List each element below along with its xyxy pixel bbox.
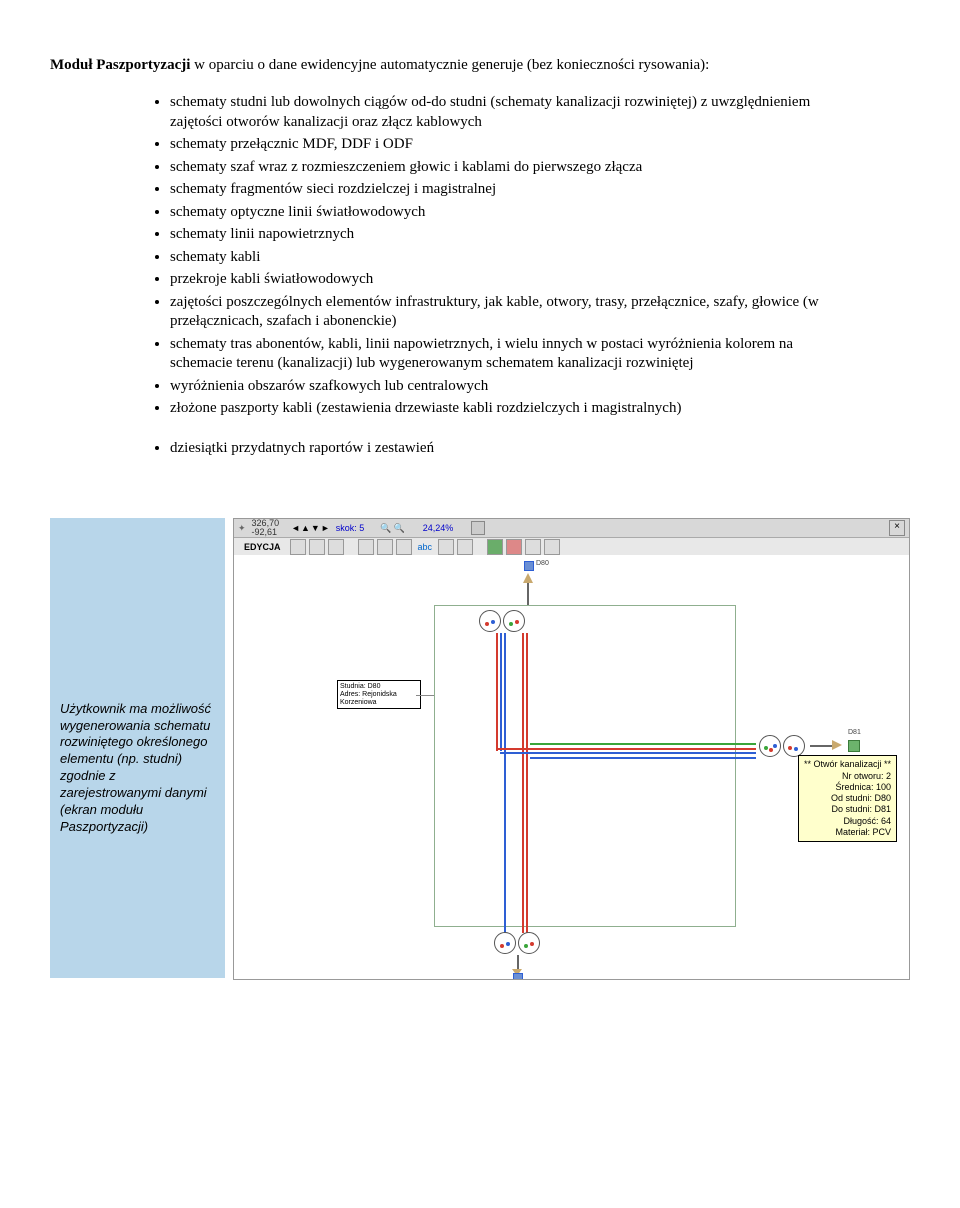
tooltip-title: ** Otwór kanalizacji ** bbox=[804, 759, 891, 770]
nav-arrows[interactable]: ◄ ▲ ▼ ► bbox=[291, 523, 330, 533]
side-note-text: Użytkownik ma możliwość wygenerowania sc… bbox=[60, 701, 215, 836]
arrow-icon[interactable]: ▲ bbox=[301, 523, 310, 533]
tooltip-line: Od studni: D80 bbox=[804, 793, 891, 804]
bullet-item: schematy fragmentów sieci rozdzielczej i… bbox=[170, 180, 850, 200]
skok-value: 5 bbox=[359, 523, 364, 533]
drawing-canvas[interactable]: D80 bbox=[234, 555, 909, 979]
cable-line bbox=[500, 752, 756, 754]
cable-line bbox=[526, 633, 528, 933]
intro-text: w oparciu o dane ewidencyjne automatyczn… bbox=[190, 57, 709, 73]
cable-line bbox=[530, 743, 756, 745]
skok-label: skok: 5 bbox=[336, 523, 365, 533]
tooltip: ** Otwór kanalizacji ** Nr otworu: 2Śred… bbox=[798, 755, 897, 842]
bullet-item: schematy optyczne linii światłowodowych bbox=[170, 203, 850, 223]
tool-button[interactable] bbox=[290, 539, 306, 555]
bullet-item: schematy szaf wraz z rozmieszczeniem gło… bbox=[170, 158, 850, 178]
bullet-item: złożone paszporty kabli (zestawienia drz… bbox=[170, 399, 850, 419]
arrow-right-icon bbox=[832, 740, 842, 750]
cable-line bbox=[496, 633, 498, 751]
axis-icon: ✦ bbox=[238, 523, 246, 534]
bullet-item: dziesiątki przydatnych raportów i zestaw… bbox=[170, 439, 850, 459]
cable-line bbox=[522, 633, 524, 933]
coords-readout: 326,70 -92,61 bbox=[252, 519, 280, 537]
tooltip-line: Nr otworu: 2 bbox=[804, 771, 891, 782]
cable-line bbox=[810, 745, 832, 747]
bullet-item: zajętości poszczególnych elementów infra… bbox=[170, 293, 850, 332]
tool-button[interactable] bbox=[358, 539, 374, 555]
schematic-frame bbox=[434, 605, 736, 927]
abc-label: abc bbox=[415, 542, 436, 552]
bullet-item: schematy studni lub dowolnych ciągów od-… bbox=[170, 93, 850, 132]
skok-label-text: skok: bbox=[336, 523, 357, 533]
arrow-icon[interactable]: ◄ bbox=[291, 523, 300, 533]
tool-button[interactable] bbox=[309, 539, 325, 555]
tool-button[interactable] bbox=[396, 539, 412, 555]
node-right bbox=[848, 740, 860, 752]
intro-bold: Moduł Paszportyzacji bbox=[50, 57, 190, 73]
duct-cross-section bbox=[494, 932, 544, 954]
bullet-item: przekroje kabli światłowodowych bbox=[170, 270, 850, 290]
duct-cross-section bbox=[479, 610, 529, 632]
bullet-item: wyróżnienia obszarów szafkowych lub cent… bbox=[170, 377, 850, 397]
tool-button[interactable] bbox=[544, 539, 560, 555]
tooltip-line: Średnica: 100 bbox=[804, 782, 891, 793]
cable-line bbox=[500, 633, 502, 751]
cable-line bbox=[504, 633, 506, 933]
tool-button[interactable] bbox=[506, 539, 522, 555]
zoom-out-icon[interactable]: 🔍 bbox=[394, 523, 405, 534]
leader-line bbox=[416, 695, 434, 696]
zoom-readout: 24,24% bbox=[423, 523, 454, 533]
bullet-item: schematy linii napowietrznych bbox=[170, 225, 850, 245]
zoom-in-icon[interactable]: 🔍 bbox=[380, 523, 391, 534]
tooltip-body: Nr otworu: 2Średnica: 100Od studni: D80D… bbox=[804, 771, 891, 839]
bullet-list-secondary: dziesiątki przydatnych raportów i zestaw… bbox=[170, 439, 850, 459]
toolbar-mode-label: EDYCJA bbox=[238, 542, 287, 552]
node-top-label: D80 bbox=[536, 560, 549, 567]
tooltip-line: Materiał: PCV bbox=[804, 827, 891, 838]
duct-cross-section bbox=[759, 735, 809, 757]
tool-button[interactable] bbox=[438, 539, 454, 555]
node-top bbox=[524, 561, 534, 571]
cable-line bbox=[527, 583, 529, 605]
top-toolbar: ✦ 326,70 -92,61 ◄ ▲ ▼ ► skok: 5 🔍 🔍 24,2… bbox=[234, 519, 909, 538]
info-line: Korzeniowa bbox=[340, 699, 418, 707]
cable-line bbox=[517, 955, 519, 969]
intro-paragraph: Moduł Paszportyzacji w oparciu o dane ew… bbox=[50, 55, 910, 75]
tool-button[interactable] bbox=[328, 539, 344, 555]
arrow-icon[interactable]: ▼ bbox=[311, 523, 320, 533]
cable-line bbox=[530, 757, 756, 759]
node-bottom bbox=[513, 973, 523, 980]
info-box: Studnia: D80 Adres: Rejonidska Korzeniow… bbox=[337, 680, 421, 709]
tool-button[interactable] bbox=[525, 539, 541, 555]
app-screenshot: ✦ 326,70 -92,61 ◄ ▲ ▼ ► skok: 5 🔍 🔍 24,2… bbox=[233, 518, 910, 980]
coord-y: -92,61 bbox=[252, 528, 280, 537]
tooltip-line: Do studni: D81 bbox=[804, 804, 891, 815]
figure-row: Użytkownik ma możliwość wygenerowania sc… bbox=[50, 518, 910, 980]
node-right-label: D81 bbox=[848, 729, 861, 736]
side-note: Użytkownik ma możliwość wygenerowania sc… bbox=[50, 518, 225, 978]
tooltip-line: Długość: 64 bbox=[804, 816, 891, 827]
bullet-item: schematy przełącznic MDF, DDF i ODF bbox=[170, 135, 850, 155]
info-line: Studnia: D80 bbox=[340, 683, 418, 691]
tool-button[interactable] bbox=[457, 539, 473, 555]
bullet-item: schematy tras abonentów, kabli, linii na… bbox=[170, 335, 850, 374]
bullet-list-main: schematy studni lub dowolnych ciągów od-… bbox=[170, 93, 850, 419]
tool-button[interactable] bbox=[377, 539, 393, 555]
arrow-icon[interactable]: ► bbox=[321, 523, 330, 533]
zoom-icons[interactable]: 🔍 🔍 bbox=[380, 523, 404, 534]
tool-button[interactable] bbox=[487, 539, 503, 555]
close-icon[interactable]: × bbox=[889, 520, 905, 536]
bullet-item: schematy kabli bbox=[170, 248, 850, 268]
arrow-up-icon bbox=[523, 573, 533, 583]
cable-line bbox=[496, 748, 756, 750]
toolbar-icon[interactable] bbox=[471, 521, 485, 535]
info-line: Adres: Rejonidska bbox=[340, 691, 418, 699]
